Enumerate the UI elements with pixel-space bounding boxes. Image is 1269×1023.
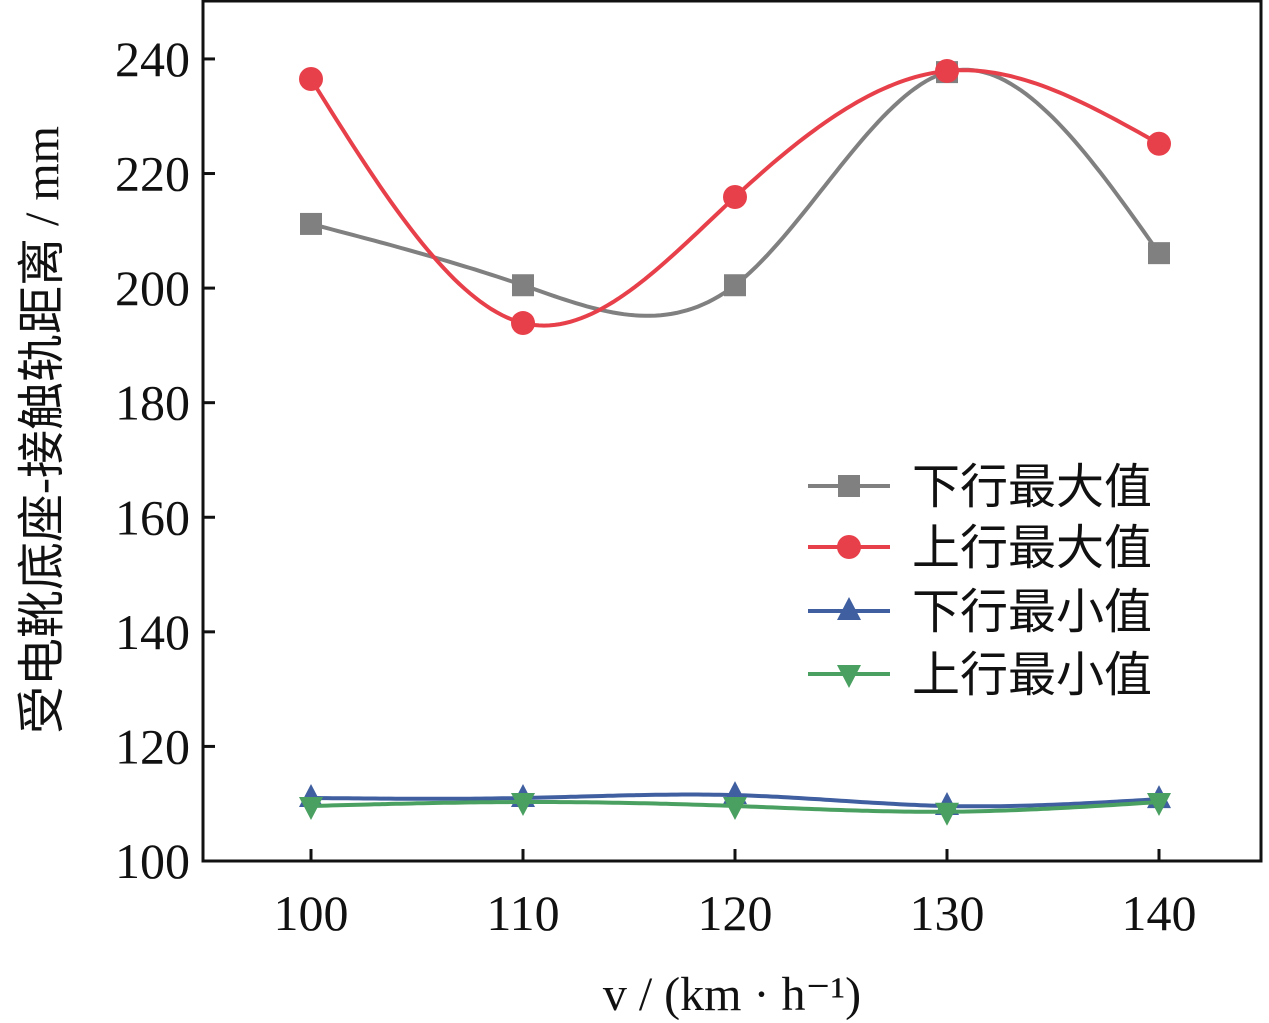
- y-tick-label: 180: [115, 375, 190, 431]
- circle-marker: [723, 185, 747, 210]
- y-tick-label: 140: [115, 604, 190, 660]
- y-tick-label: 220: [115, 146, 190, 202]
- y-tick-label: 100: [115, 833, 190, 889]
- series-1: [299, 58, 1171, 336]
- y-tick-label: 120: [115, 718, 190, 774]
- legend-item: 下行最小值: [808, 586, 1152, 639]
- triangle-down-marker: [299, 797, 323, 821]
- x-axis-label: v / (km · h⁻¹): [603, 968, 861, 1021]
- triangle-down-marker: [511, 792, 535, 816]
- square-marker: [724, 274, 746, 297]
- series-3: [299, 792, 1171, 826]
- circle-marker: [935, 58, 959, 83]
- triangle-down-marker: [1147, 792, 1171, 816]
- legend-label: 上行最小值: [912, 649, 1152, 702]
- circle-marker: [837, 535, 861, 559]
- legend-label: 下行最小值: [912, 586, 1152, 639]
- legend-label: 下行最大值: [912, 461, 1152, 514]
- square-marker: [300, 212, 322, 235]
- x-tick-label: 120: [698, 885, 773, 941]
- triangle-down-marker: [837, 665, 861, 688]
- triangle-down-marker: [723, 797, 747, 821]
- circle-marker: [511, 311, 535, 336]
- y-axis-label: 受电靴底座-接触轨距离 / mm: [16, 126, 69, 734]
- legend-item: 下行最大值: [808, 461, 1152, 514]
- square-marker: [1148, 242, 1170, 265]
- circle-marker: [1147, 131, 1171, 156]
- plot-frame: [201, 0, 1263, 863]
- x-tick-label: 100: [274, 885, 349, 941]
- x-tick-label: 140: [1122, 885, 1197, 941]
- legend-item: 上行最大值: [808, 522, 1152, 575]
- triangle-down-marker: [935, 802, 959, 826]
- y-tick-label: 240: [115, 31, 190, 87]
- triangle-up-marker: [837, 597, 861, 620]
- y-tick-label: 160: [115, 489, 190, 545]
- x-tick-label: 110: [486, 885, 559, 941]
- legend-item: 上行最小值: [808, 649, 1152, 702]
- square-marker: [838, 475, 860, 497]
- legend-label: 上行最大值: [912, 522, 1152, 575]
- circle-marker: [299, 66, 323, 91]
- y-tick-label: 200: [115, 260, 190, 316]
- x-tick-label: 130: [910, 885, 985, 941]
- square-marker: [512, 274, 534, 297]
